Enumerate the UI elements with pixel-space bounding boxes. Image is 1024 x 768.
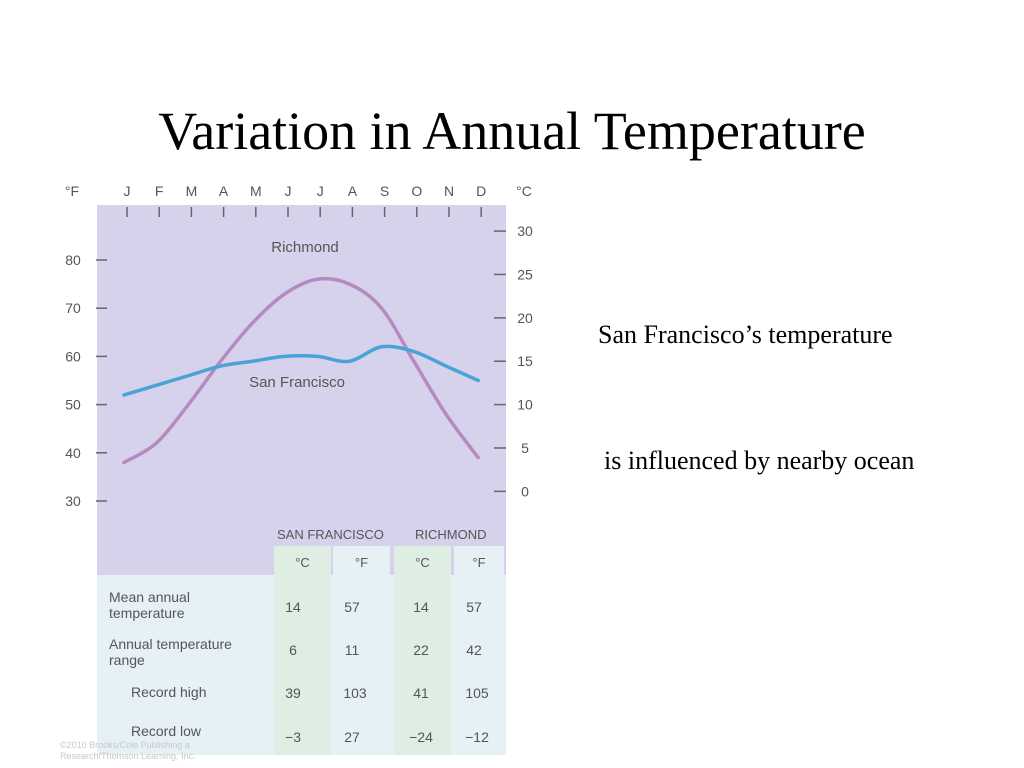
table-cell: 14	[285, 599, 301, 615]
row-label-range: Annual temperature range	[109, 636, 232, 668]
table-cell: 41	[413, 685, 429, 701]
unit-header: °C	[415, 555, 430, 570]
left-tick-label: 70	[65, 300, 81, 316]
table-cell: 11	[344, 642, 360, 658]
left-tick-label: 40	[65, 445, 81, 461]
month-label: M	[186, 183, 198, 199]
right-tick-label: 15	[517, 353, 533, 369]
table-cell: −24	[409, 729, 433, 745]
unit-header: °C	[295, 555, 310, 570]
row-label-record-high: Record high	[131, 684, 207, 700]
right-tick-label: 0	[521, 483, 529, 499]
row-label-mean: Mean annual temperature	[109, 589, 190, 621]
slide-title: Variation in Annual Temperature	[158, 101, 866, 161]
right-tick-label: 10	[517, 397, 533, 413]
side-text-line1: San Francisco’s temperature	[598, 320, 893, 349]
series-label-richmond: Richmond	[271, 239, 339, 256]
table-cell: 22	[413, 642, 429, 658]
month-label: J	[317, 183, 324, 199]
sf-fahrenheit-column	[333, 546, 390, 575]
left-tick-label: 60	[65, 348, 81, 364]
richmond-celsius-column	[394, 546, 451, 755]
month-label: F	[155, 183, 164, 199]
table-cell: −12	[465, 729, 489, 745]
richmond-fahrenheit-column	[454, 546, 504, 575]
left-axis-unit: °F	[65, 183, 79, 199]
month-label: S	[380, 183, 389, 199]
right-tick-label: 25	[517, 266, 533, 282]
table-cell: 27	[344, 729, 360, 745]
table-cell: 6	[289, 642, 297, 658]
side-text: San Francisco’s temperature is influence…	[598, 230, 914, 524]
month-label: J	[124, 183, 131, 199]
copyright-note: ©2010 Brooks/Cole Publishing a Research/…	[60, 740, 196, 761]
group-header-richmond: RICHMOND	[415, 527, 487, 542]
right-tick-label: 5	[521, 440, 529, 456]
row-label-record-low: Record low	[131, 723, 202, 739]
right-tick-label: 20	[517, 310, 533, 326]
unit-header: °F	[354, 555, 369, 570]
temperature-chart: °F °C J F M A M J J A S O N D 30 40 50 60 70 80 0 5 10 15 20 25 30…	[65, 183, 533, 522]
series-line-richmond	[122, 276, 480, 465]
series-label-san-francisco: San Francisco	[249, 374, 345, 391]
stats-table: SAN FRANCISCO RICHMOND °C °F °C °F Mean …	[97, 522, 506, 755]
month-label: A	[219, 183, 229, 199]
sf-celsius-column	[274, 546, 331, 755]
table-cell: 105	[465, 685, 489, 701]
month-label: N	[444, 183, 454, 199]
series-line-san-francisco	[122, 344, 480, 397]
right-axis-unit: °C	[516, 183, 532, 199]
month-label: D	[476, 183, 486, 199]
table-cell: 57	[344, 599, 360, 615]
side-text-line2: is influenced by nearby ocean	[604, 446, 915, 475]
table-cell: 39	[285, 685, 301, 701]
month-label: A	[348, 183, 358, 199]
group-header-sf: SAN FRANCISCO	[277, 527, 384, 542]
month-label: J	[285, 183, 292, 199]
left-tick-label: 50	[65, 397, 81, 413]
right-tick-label: 30	[517, 223, 533, 239]
table-cell: 14	[413, 599, 429, 615]
left-tick-label: 30	[65, 493, 81, 509]
table-cell: −3	[285, 729, 301, 745]
table-cell: 103	[343, 685, 367, 701]
month-label: O	[411, 183, 422, 199]
left-tick-label: 80	[65, 252, 81, 268]
unit-header: °F	[472, 555, 486, 570]
table-cell: 42	[466, 642, 482, 658]
month-label: M	[250, 183, 262, 199]
table-cell: 57	[466, 599, 482, 615]
